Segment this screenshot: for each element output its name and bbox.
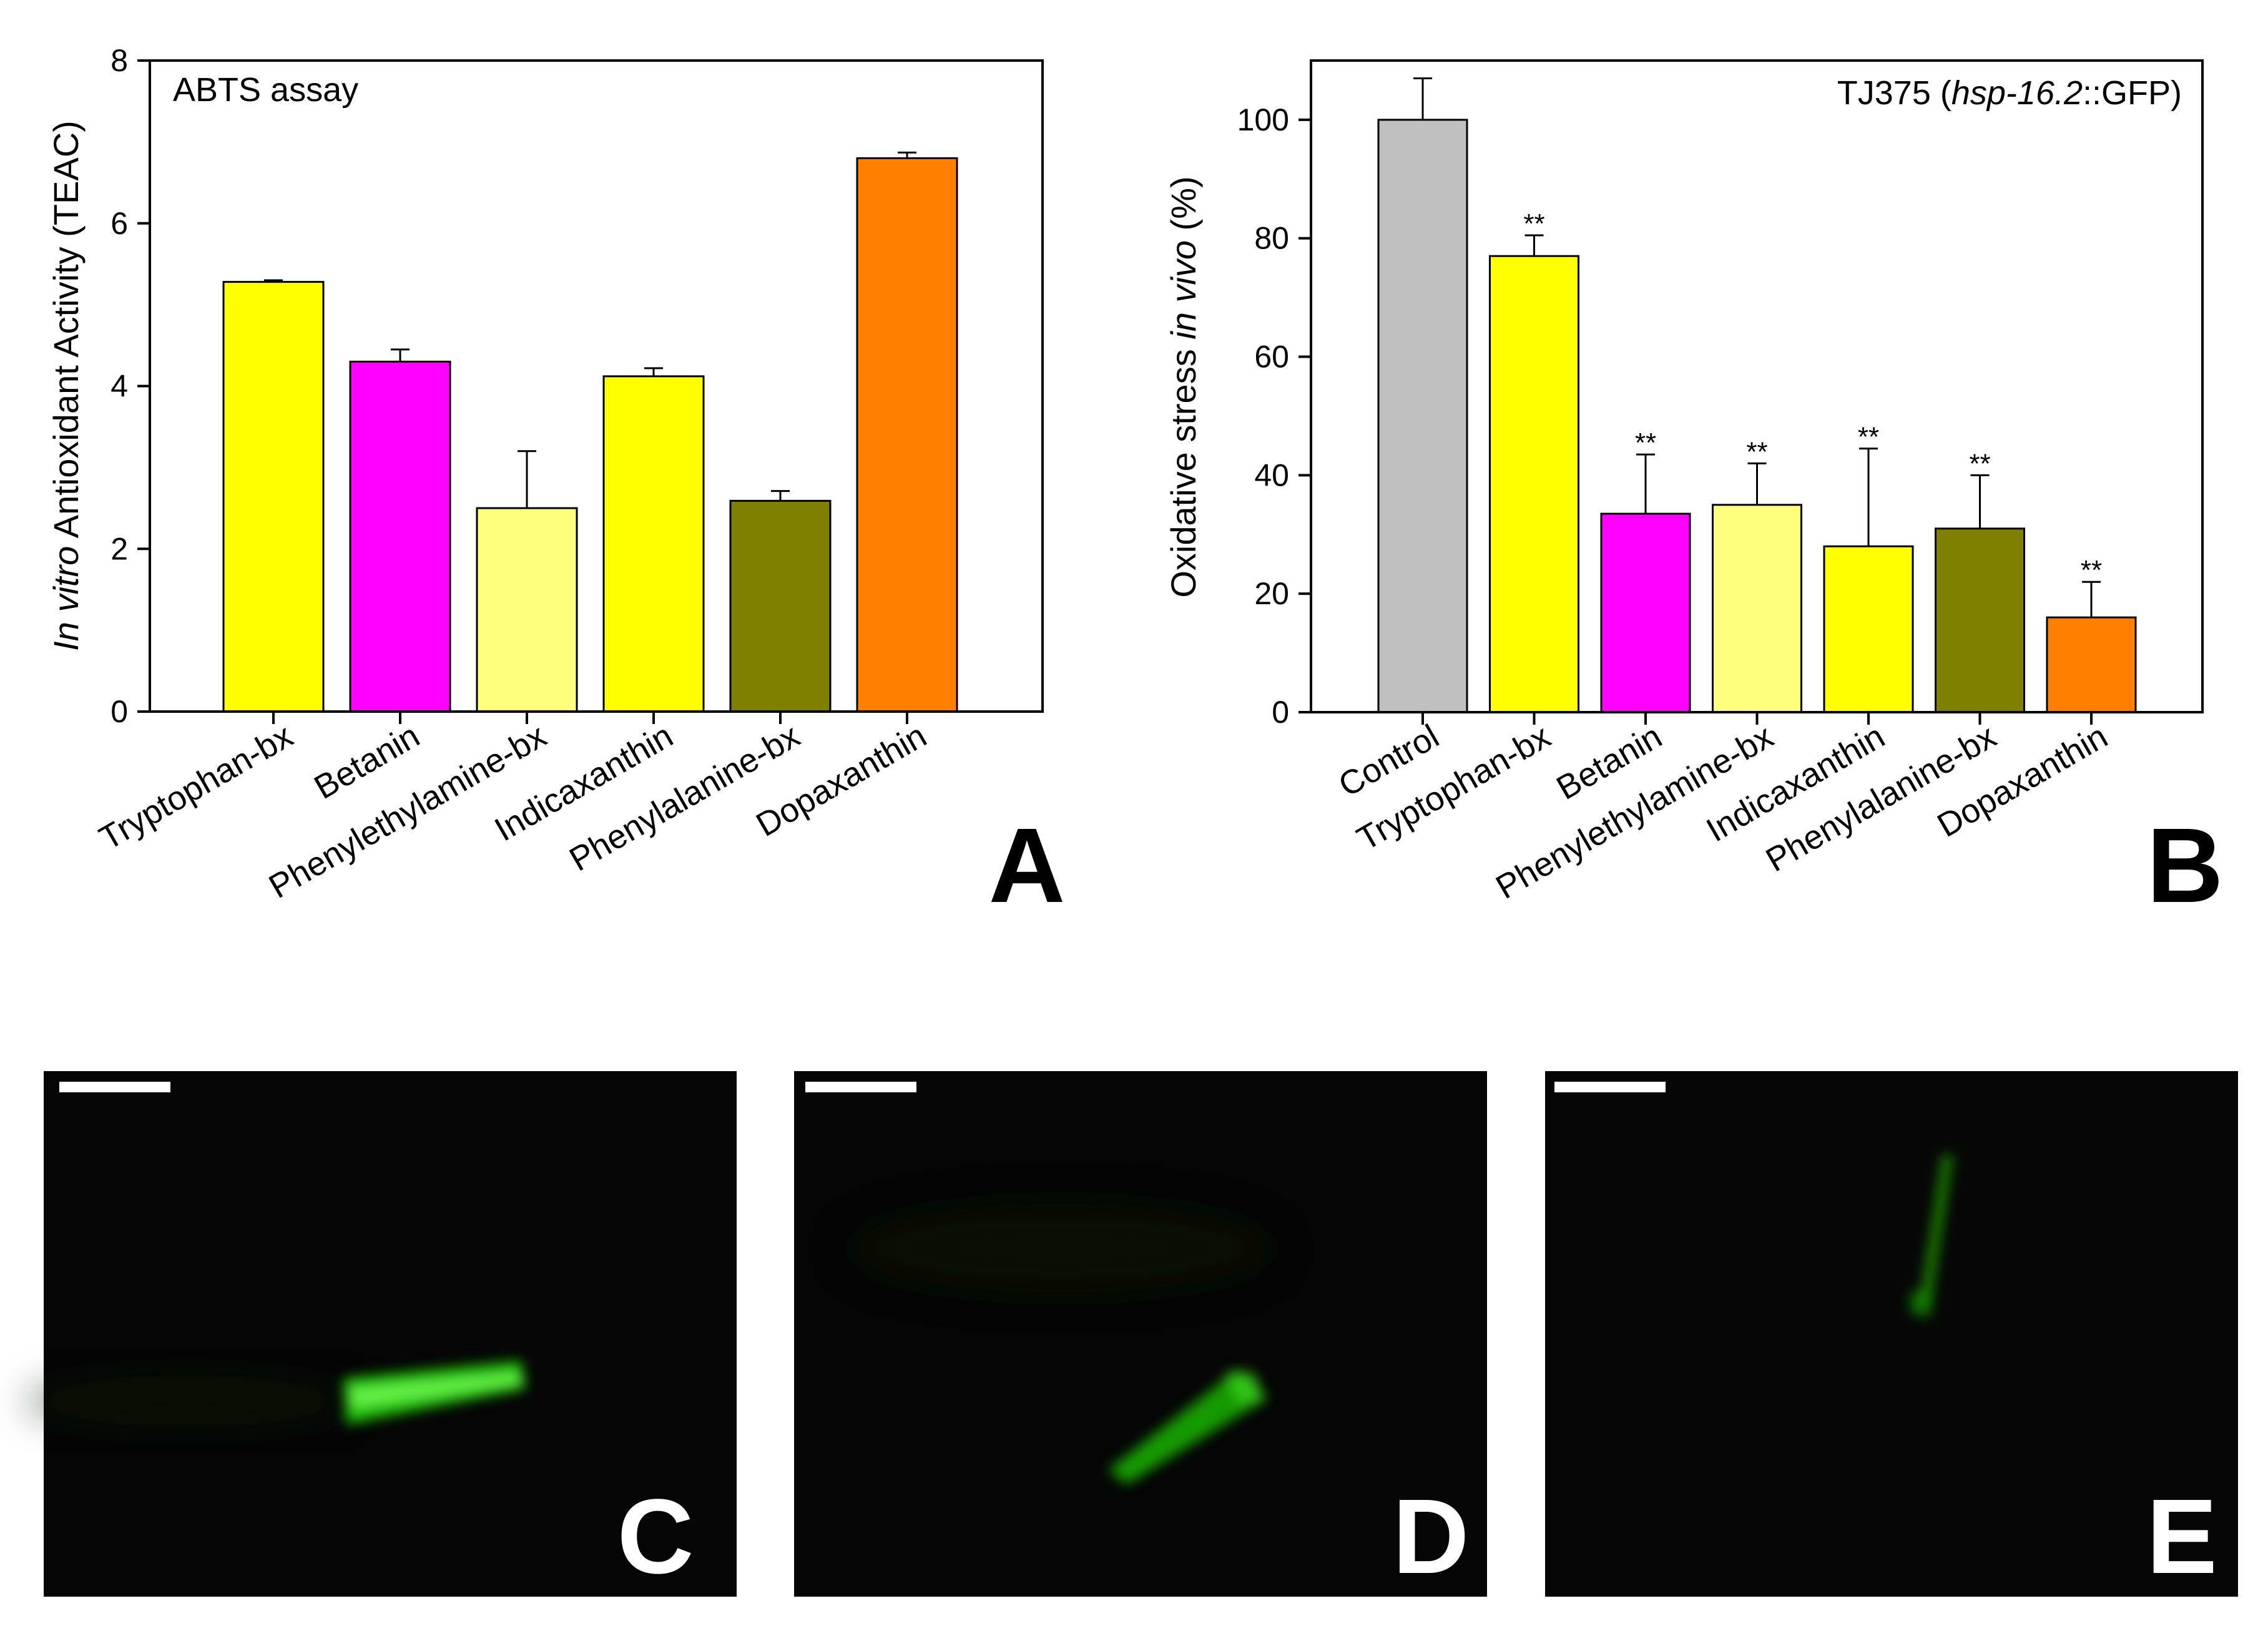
panel-label-a: A	[989, 806, 1066, 925]
micrograph-e: E	[1545, 1071, 2238, 1597]
chart-b-significance-mark: **	[1969, 448, 1990, 479]
chart-a-y-tick-label: 8	[110, 43, 128, 78]
chart-a-bar	[222, 281, 325, 713]
micrograph-c-label: C	[617, 1477, 694, 1596]
micrograph-d-body-shadow	[849, 1205, 1274, 1292]
chart-a-bar	[602, 375, 705, 713]
chart-a-bar	[349, 360, 451, 713]
chart-b-bar	[2046, 616, 2137, 713]
micrograph-e-label: E	[2146, 1477, 2217, 1596]
micrograph-d: D	[794, 1071, 1487, 1597]
chart-a-error-bars	[264, 151, 916, 509]
chart-b-bar	[1489, 255, 1579, 713]
micrograph-c-body-shadow	[25, 1376, 350, 1426]
chart-b-y-tick-label: 20	[1254, 576, 1289, 611]
chart-b-bar	[1377, 119, 1468, 713]
chart-a-bars	[222, 157, 958, 713]
chart-b-y-tick-label: 100	[1237, 102, 1289, 137]
micrograph-d-label: D	[1393, 1477, 1470, 1596]
chart-a-y-tick-label: 4	[110, 369, 128, 404]
chart-b-y-tick-label: 80	[1254, 221, 1289, 256]
chart-a-annotation: ABTS assay	[173, 71, 358, 109]
chart-b-significance-mark: **	[1858, 422, 1879, 453]
chart-b-bars	[1377, 119, 2137, 713]
chart-b-category-label: Tryptophan-bx	[1351, 717, 1557, 858]
chart-b-y-tick-label: 0	[1272, 695, 1289, 730]
micrograph-d-gfp-signal	[1108, 1368, 1267, 1484]
micrograph-e-gfp-signal	[1910, 1155, 1953, 1317]
chart-b-error-bars	[1413, 77, 2101, 618]
chart-b-bar	[1600, 512, 1691, 713]
chart-b-y-tick-label: 40	[1254, 458, 1289, 492]
chart-a: 0 2 4 6 8 Tryptophan-bx BetaninPhenylethylami…	[46, 43, 1065, 925]
micrograph-c-scale-bar	[59, 1082, 170, 1092]
chart-a-category-label: Tryptophan-bx	[93, 717, 299, 857]
chart-a-x-axis: Tryptophan-bx BetaninPhenylethylamine-bxI…	[93, 712, 933, 906]
panel-label-b: B	[2147, 806, 2224, 925]
chart-b-y-axis-label: Oxidative stress in vivo (%)	[1164, 176, 1203, 597]
chart-b-y-tick-label: 60	[1254, 340, 1289, 375]
chart-a-y-axis: 0 2 4 6 8	[110, 43, 150, 729]
chart-b-bar	[1712, 504, 1802, 713]
chart-a-bar	[729, 499, 832, 713]
chart-a-bar	[856, 157, 958, 713]
micrograph-c-gfp-signal	[343, 1361, 526, 1424]
chart-a-y-axis-label: In vitro Antioxidant Activity (TEAC)	[46, 120, 86, 651]
chart-b-y-axis: 0 20 40 60 80 100	[1237, 102, 1311, 730]
chart-b-bar	[1935, 527, 2025, 713]
micrograph-c: C	[25, 1071, 737, 1597]
chart-a-y-tick-label: 2	[110, 531, 128, 566]
chart-a-y-tick-label: 0	[110, 694, 128, 729]
chart-b-significance-mark: **	[1635, 428, 1656, 458]
micrograph-d-scale-bar	[805, 1082, 916, 1092]
chart-a-category-label: Phenylalanine-bx	[563, 717, 806, 878]
micrograph-c-background	[44, 1071, 737, 1597]
chart-a-bar	[476, 507, 578, 713]
chart-b-significance-mark: **	[1523, 208, 1544, 239]
chart-b: ** ** ** ** ** ** 0 20 40 60 80 100 ControlTryptop…	[1164, 59, 2224, 925]
micrograph-e-background	[1545, 1071, 2238, 1597]
chart-b-significance-mark: **	[1746, 436, 1767, 467]
chart-b-bar	[1823, 545, 1914, 713]
chart-b-significance-mark: **	[2081, 555, 2102, 585]
chart-b-significance-marks: ** ** ** ** ** **	[1523, 208, 2102, 585]
micrograph-d-background	[794, 1071, 1487, 1597]
chart-b-annotation: TJ375 (hsp-16.2::GFP)	[1837, 74, 2182, 112]
chart-b-x-axis: ControlTryptophan-bxBetaninPhenylethylam…	[1332, 712, 2114, 906]
chart-a-y-tick-label: 6	[110, 206, 128, 241]
micrograph-e-scale-bar	[1554, 1082, 1666, 1092]
